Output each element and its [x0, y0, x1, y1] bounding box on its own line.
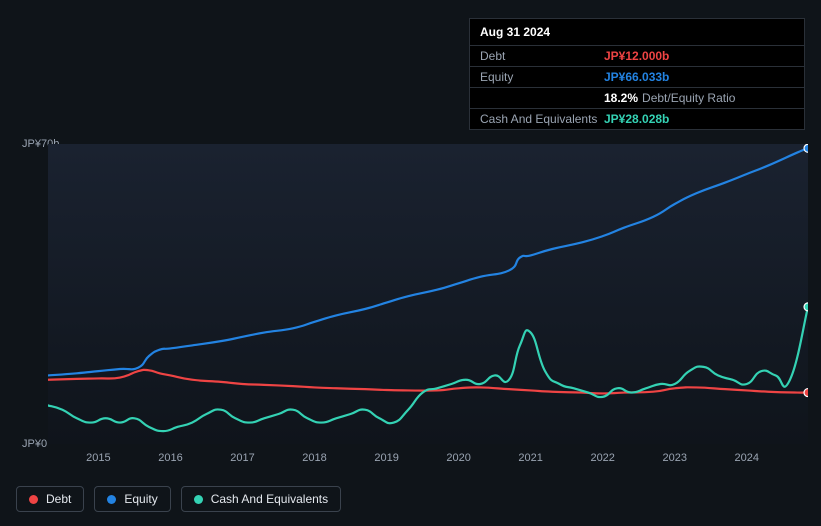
legend-swatch-icon [194, 495, 203, 504]
x-axis-label: 2020 [446, 452, 470, 464]
tooltip-row: Cash And EquivalentsJP¥28.028b [470, 109, 804, 129]
tooltip-row-label: Debt [480, 49, 604, 63]
x-axis: 2015 2016 2017 2018 2019 2020 2021 2022 2023 2024 [48, 452, 808, 472]
tooltip-row: DebtJP¥12.000b [470, 46, 804, 67]
tooltip-row-value: JP¥28.028b [604, 112, 669, 126]
legend-item[interactable]: Cash And Equivalents [181, 486, 341, 512]
chart-tooltip: Aug 31 2024 DebtJP¥12.000bEquityJP¥66.03… [469, 18, 805, 130]
series-end-marker [804, 303, 808, 311]
tooltip-row-label: Cash And Equivalents [480, 112, 604, 126]
x-axis-label: 2019 [374, 452, 398, 464]
x-axis-label: 2018 [302, 452, 326, 464]
x-axis-label: 2016 [158, 452, 182, 464]
legend-label: Equity [124, 492, 157, 506]
y-axis-label: JP¥0 [22, 438, 47, 450]
tooltip-row: 18.2%Debt/Equity Ratio [470, 88, 804, 109]
tooltip-date: Aug 31 2024 [470, 19, 804, 46]
x-axis-label: 2015 [86, 452, 110, 464]
tooltip-row-value: JP¥12.000b [604, 49, 669, 63]
series-end-marker [804, 389, 808, 397]
tooltip-row: EquityJP¥66.033b [470, 67, 804, 88]
legend-swatch-icon [107, 495, 116, 504]
legend-item[interactable]: Debt [16, 486, 84, 512]
chart-plot-area[interactable] [48, 144, 808, 444]
chart-legend: Debt Equity Cash And Equivalents [16, 486, 341, 512]
x-axis-label: 2024 [735, 452, 759, 464]
tooltip-row-value: 18.2%Debt/Equity Ratio [604, 91, 735, 105]
debt-equity-chart: JP¥0JP¥70b 20152016201720182019202020212… [0, 118, 821, 478]
x-axis-label: 2017 [230, 452, 254, 464]
x-axis-label: 2021 [518, 452, 542, 464]
tooltip-row-value: JP¥66.033b [604, 70, 669, 84]
series-end-marker [804, 144, 808, 152]
legend-label: Cash And Equivalents [211, 492, 328, 506]
tooltip-row-suffix: Debt/Equity Ratio [642, 91, 735, 105]
tooltip-row-label: Equity [480, 70, 604, 84]
tooltip-row-label [480, 91, 604, 105]
legend-item[interactable]: Equity [94, 486, 170, 512]
legend-swatch-icon [29, 495, 38, 504]
legend-label: Debt [46, 492, 71, 506]
x-axis-label: 2023 [662, 452, 686, 464]
x-axis-label: 2022 [590, 452, 614, 464]
